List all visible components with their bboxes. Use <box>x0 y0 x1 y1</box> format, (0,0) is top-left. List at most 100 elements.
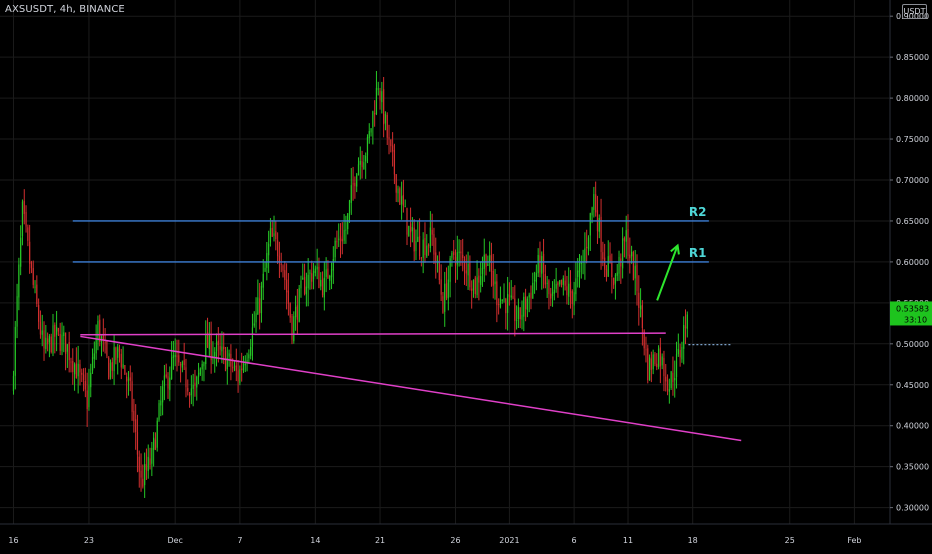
candle-body <box>372 111 374 128</box>
trendline-1[interactable] <box>80 332 666 336</box>
candle-body <box>411 227 413 232</box>
candle-body <box>370 128 372 133</box>
x-tick-label: 26 <box>450 536 460 545</box>
candle-body <box>377 88 379 90</box>
candle-body <box>365 155 367 162</box>
candle-body <box>300 280 302 289</box>
candle-body <box>348 200 351 213</box>
candle-body <box>309 272 311 274</box>
candle-body <box>12 376 15 391</box>
candle-body <box>438 262 440 280</box>
candle-body <box>183 360 185 366</box>
candle-body <box>156 420 158 448</box>
candle-body <box>278 255 281 263</box>
candle-body <box>237 370 239 382</box>
candle-body <box>514 298 516 321</box>
candle-body <box>453 251 455 256</box>
candle-body <box>174 354 176 358</box>
candle-body <box>217 340 219 345</box>
candle-body <box>463 258 466 270</box>
candle-body <box>415 241 417 251</box>
candle-body <box>192 384 194 389</box>
candle-body <box>401 196 403 205</box>
candle-body <box>533 279 536 281</box>
candle-body <box>118 348 121 352</box>
candle-body <box>338 238 340 240</box>
candle-body <box>650 358 652 370</box>
candle-body <box>422 239 424 258</box>
candle-body <box>172 355 174 358</box>
candle-body <box>629 254 631 259</box>
candle-body <box>604 257 606 270</box>
candle-body <box>171 357 173 379</box>
candle-body <box>677 348 679 355</box>
y-tick-label: 0.50000 <box>896 340 929 349</box>
candle-body <box>607 256 609 277</box>
candle-body <box>643 330 645 349</box>
candle-body <box>223 346 225 350</box>
candle-body <box>467 263 469 276</box>
candle-body <box>102 334 104 340</box>
candle-body <box>429 227 431 248</box>
projection-arrow[interactable] <box>656 245 679 301</box>
candle-body <box>251 327 254 347</box>
x-tick-label: Dec <box>167 536 182 545</box>
candle-body <box>661 356 663 366</box>
candle-body <box>501 299 503 301</box>
candle-body <box>129 377 131 381</box>
candle-body <box>683 324 685 349</box>
candle-body <box>361 161 363 168</box>
candle-body <box>386 115 388 138</box>
candle-body <box>269 228 272 243</box>
candle-body <box>512 295 514 299</box>
y-tick-label: 0.65000 <box>896 217 929 226</box>
candle-body <box>654 353 656 365</box>
candle-body <box>622 238 624 269</box>
candle-body <box>138 456 140 472</box>
candle-body <box>47 338 49 345</box>
candle-body <box>388 137 390 140</box>
candle-body <box>332 259 334 271</box>
candle-body <box>273 233 275 236</box>
candle-body <box>638 292 640 308</box>
candle-body <box>600 216 602 252</box>
candle-body <box>39 321 42 335</box>
candle-body <box>591 207 593 216</box>
candle-body <box>639 305 642 310</box>
candle-body <box>214 351 216 357</box>
y-tick-label: 0.35000 <box>896 463 929 472</box>
candle-body <box>336 241 338 243</box>
candle-body <box>659 347 661 367</box>
candle-body <box>199 368 201 375</box>
candle-body <box>56 326 58 335</box>
candle-body <box>487 264 489 266</box>
candle-body <box>345 229 347 231</box>
candle-body <box>327 268 329 279</box>
candle-body <box>160 400 162 406</box>
candle-body <box>32 268 34 285</box>
candle-body <box>526 298 528 310</box>
candle-body <box>350 185 352 203</box>
candle-body <box>611 262 613 278</box>
candle-body <box>111 362 113 371</box>
candle-body <box>36 284 38 305</box>
candle-body <box>59 333 61 351</box>
candle-body <box>179 364 182 366</box>
candle-body <box>262 273 264 288</box>
candle-body <box>289 303 291 318</box>
candle-body <box>68 342 70 361</box>
candle-body <box>557 282 559 286</box>
x-tick-label: 18 <box>688 536 698 545</box>
trendline-2[interactable] <box>80 335 742 442</box>
candle-body <box>652 354 654 370</box>
candle-body <box>259 298 261 314</box>
candle-body <box>420 257 422 259</box>
candle-body <box>303 277 306 294</box>
currency-badge[interactable]: USDT <box>902 4 927 19</box>
candle-body <box>402 194 405 206</box>
candle-body <box>613 277 615 286</box>
candle-body <box>609 255 611 264</box>
candle-body <box>280 263 282 265</box>
